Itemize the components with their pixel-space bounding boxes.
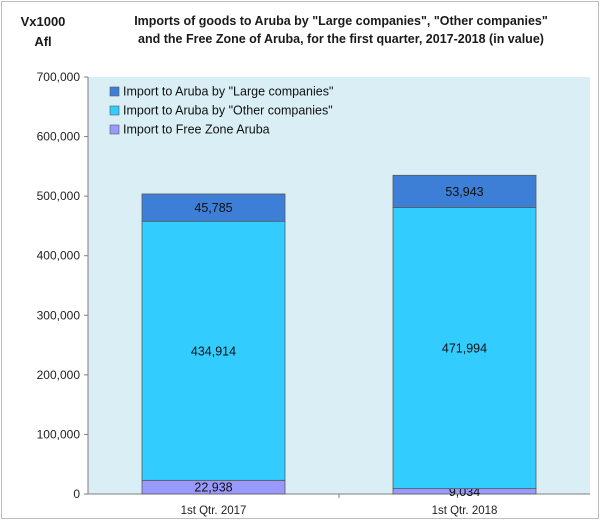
chart-title: Imports of goods to Aruba by "Large comp… <box>90 12 592 48</box>
chart-title-line1: Imports of goods to Aruba by "Large comp… <box>134 14 548 28</box>
legend-label: Import to Aruba by "Large companies" <box>123 85 333 99</box>
x-tick-label: 1st Qtr. 2018 <box>432 505 498 517</box>
legend-label: Import to Aruba by "Other companies" <box>123 104 333 118</box>
bar-segment <box>141 193 286 222</box>
legend-swatch <box>109 105 120 116</box>
bar-segment <box>392 207 537 490</box>
bar-segment <box>392 174 537 208</box>
y-tick-label: 100,000 <box>37 427 81 441</box>
data-label: 434,914 <box>191 344 236 358</box>
y-tick-label: 400,000 <box>37 249 81 263</box>
y-tick-label: 300,000 <box>37 308 81 322</box>
y-axis-label-line1: Vx1000 <box>20 14 66 29</box>
data-label: 22,938 <box>194 481 232 495</box>
y-axis-label-line2: Afl <box>34 34 52 49</box>
y-tick-label: 200,000 <box>37 368 81 382</box>
y-tick-label: 500,000 <box>37 189 81 203</box>
data-label: 471,994 <box>442 342 487 356</box>
legend-swatch <box>109 86 120 97</box>
chart-title-line2: and the Free Zone of Aruba, for the firs… <box>138 32 544 46</box>
legend-swatch <box>109 124 120 135</box>
x-tick-label: 1st Qtr. 2017 <box>181 505 247 517</box>
y-axis-label: Vx1000 Afl <box>10 12 76 52</box>
y-tick-label: 0 <box>73 487 80 501</box>
legend-label: Import to Free Zone Aruba <box>123 123 270 137</box>
data-label: 53,943 <box>445 185 483 199</box>
y-tick-label: 600,000 <box>37 130 81 144</box>
y-tick-label: 700,000 <box>37 70 81 84</box>
data-label: 45,785 <box>194 201 232 215</box>
bar-segment <box>141 220 286 481</box>
